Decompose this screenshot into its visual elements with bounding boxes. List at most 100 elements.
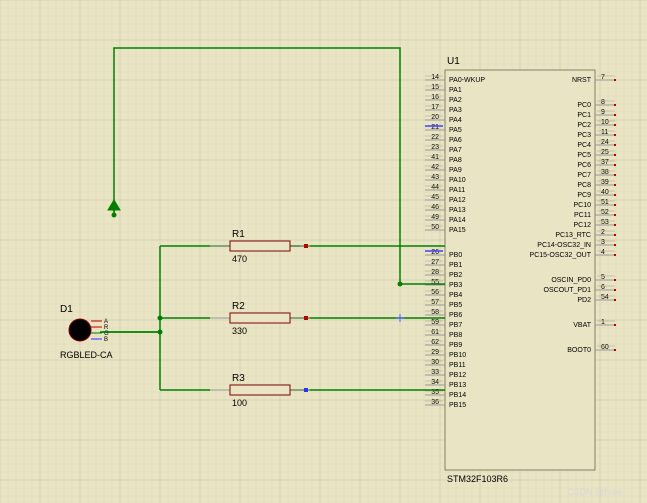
svg-text:6: 6 (601, 284, 605, 291)
svg-text:PB13: PB13 (449, 382, 466, 389)
svg-text:PA5: PA5 (449, 127, 462, 134)
chip-u1: U1STM32F103R614PA0-WKUP15PA116PA217PA320… (425, 56, 616, 484)
svg-text:60: 60 (601, 344, 609, 351)
svg-text:PA9: PA9 (449, 167, 462, 174)
svg-text:54: 54 (601, 294, 609, 301)
svg-text:8: 8 (601, 99, 605, 106)
svg-text:PC15-OSC32_OUT: PC15-OSC32_OUT (530, 252, 592, 259)
svg-text:55: 55 (431, 279, 439, 286)
svg-text:PB15: PB15 (449, 402, 466, 409)
svg-text:33: 33 (431, 369, 439, 376)
svg-text:PA11: PA11 (449, 187, 465, 194)
svg-text:PC13_RTC: PC13_RTC (555, 232, 591, 239)
svg-text:PC12: PC12 (573, 222, 591, 229)
svg-text:49: 49 (431, 214, 439, 221)
svg-text:17: 17 (431, 104, 439, 111)
svg-text:61: 61 (431, 329, 439, 336)
terminal-dot (304, 244, 308, 248)
svg-text:26: 26 (431, 249, 439, 256)
svg-text:PB11: PB11 (449, 362, 466, 369)
svg-text:46: 46 (431, 204, 439, 211)
svg-text:11: 11 (601, 129, 608, 136)
svg-text:1: 1 (601, 319, 605, 326)
svg-text:PC7: PC7 (577, 172, 591, 179)
svg-text:25: 25 (601, 149, 609, 156)
svg-text:PA15: PA15 (449, 227, 466, 234)
svg-text:OSCOUT_PD1: OSCOUT_PD1 (544, 287, 592, 294)
svg-text:28: 28 (431, 269, 439, 276)
svg-text:10: 10 (601, 119, 609, 126)
svg-text:PC3: PC3 (577, 132, 591, 139)
svg-text:5: 5 (601, 274, 605, 281)
svg-text:34: 34 (431, 379, 439, 386)
svg-text:PB0: PB0 (449, 252, 462, 259)
svg-text:PB5: PB5 (449, 302, 462, 309)
svg-text:45: 45 (431, 194, 439, 201)
svg-text:56: 56 (431, 289, 439, 296)
svg-text:PB6: PB6 (449, 312, 462, 319)
svg-text:PA8: PA8 (449, 157, 462, 164)
svg-text:PC11: PC11 (574, 212, 591, 219)
chip-part: STM32F103R6 (447, 474, 508, 484)
svg-text:59: 59 (431, 319, 439, 326)
svg-text:B: B (104, 337, 108, 343)
svg-text:PA4: PA4 (449, 117, 462, 124)
svg-text:15: 15 (431, 84, 439, 91)
svg-text:PA12: PA12 (449, 197, 466, 204)
svg-text:PA7: PA7 (449, 147, 462, 154)
svg-text:39: 39 (601, 179, 609, 186)
chip-ref: U1 (447, 56, 460, 67)
svg-text:20: 20 (431, 114, 439, 121)
svg-text:51: 51 (601, 199, 609, 206)
svg-text:53: 53 (601, 219, 609, 226)
svg-text:PA2: PA2 (449, 97, 462, 104)
svg-text:29: 29 (431, 349, 439, 356)
svg-text:PB14: PB14 (449, 392, 466, 399)
svg-text:BOOT0: BOOT0 (567, 347, 591, 354)
svg-text:16: 16 (431, 94, 439, 101)
svg-text:27: 27 (431, 259, 439, 266)
svg-text:PA6: PA6 (449, 137, 462, 144)
svg-text:PA13: PA13 (449, 207, 466, 214)
svg-text:PB12: PB12 (449, 372, 466, 379)
svg-text:57: 57 (431, 299, 439, 306)
svg-text:PA3: PA3 (449, 107, 462, 114)
svg-text:41: 41 (431, 154, 439, 161)
svg-text:PA14: PA14 (449, 217, 466, 224)
terminal-dot (304, 316, 308, 320)
svg-text:PD2: PD2 (577, 297, 591, 304)
svg-text:PB2: PB2 (449, 272, 462, 279)
svg-text:9: 9 (601, 109, 605, 116)
svg-text:PA1: PA1 (449, 87, 462, 94)
svg-text:7: 7 (601, 74, 605, 81)
svg-text:52: 52 (601, 209, 609, 216)
svg-text:PB10: PB10 (449, 352, 466, 359)
svg-text:PC2: PC2 (577, 122, 591, 129)
svg-text:PC10: PC10 (573, 202, 591, 209)
svg-text:40: 40 (601, 189, 609, 196)
svg-text:44: 44 (431, 184, 439, 191)
svg-text:38: 38 (601, 169, 609, 176)
svg-text:24: 24 (601, 139, 609, 146)
svg-text:PC6: PC6 (577, 162, 591, 169)
svg-text:58: 58 (431, 309, 439, 316)
led-part: RGBLED-CA (60, 350, 113, 360)
svg-text:43: 43 (431, 174, 439, 181)
svg-text:PC4: PC4 (577, 142, 591, 149)
svg-text:PB7: PB7 (449, 322, 462, 329)
svg-text:21: 21 (431, 124, 439, 131)
resistor-val: 100 (232, 398, 247, 408)
terminal-dot (304, 388, 308, 392)
svg-text:OSCIN_PD0: OSCIN_PD0 (551, 277, 591, 284)
led-ref: D1 (60, 304, 73, 315)
svg-text:50: 50 (431, 224, 439, 231)
svg-text:PB3: PB3 (449, 282, 462, 289)
svg-text:PB1: PB1 (449, 262, 462, 269)
svg-text:PB8: PB8 (449, 332, 462, 339)
svg-text:VBAT: VBAT (573, 322, 591, 329)
resistor-val: 470 (232, 254, 247, 264)
resistor-ref: R3 (232, 373, 245, 384)
svg-text:42: 42 (431, 164, 439, 171)
svg-text:PC1: PC1 (577, 112, 591, 119)
resistor-ref: R2 (232, 301, 245, 312)
